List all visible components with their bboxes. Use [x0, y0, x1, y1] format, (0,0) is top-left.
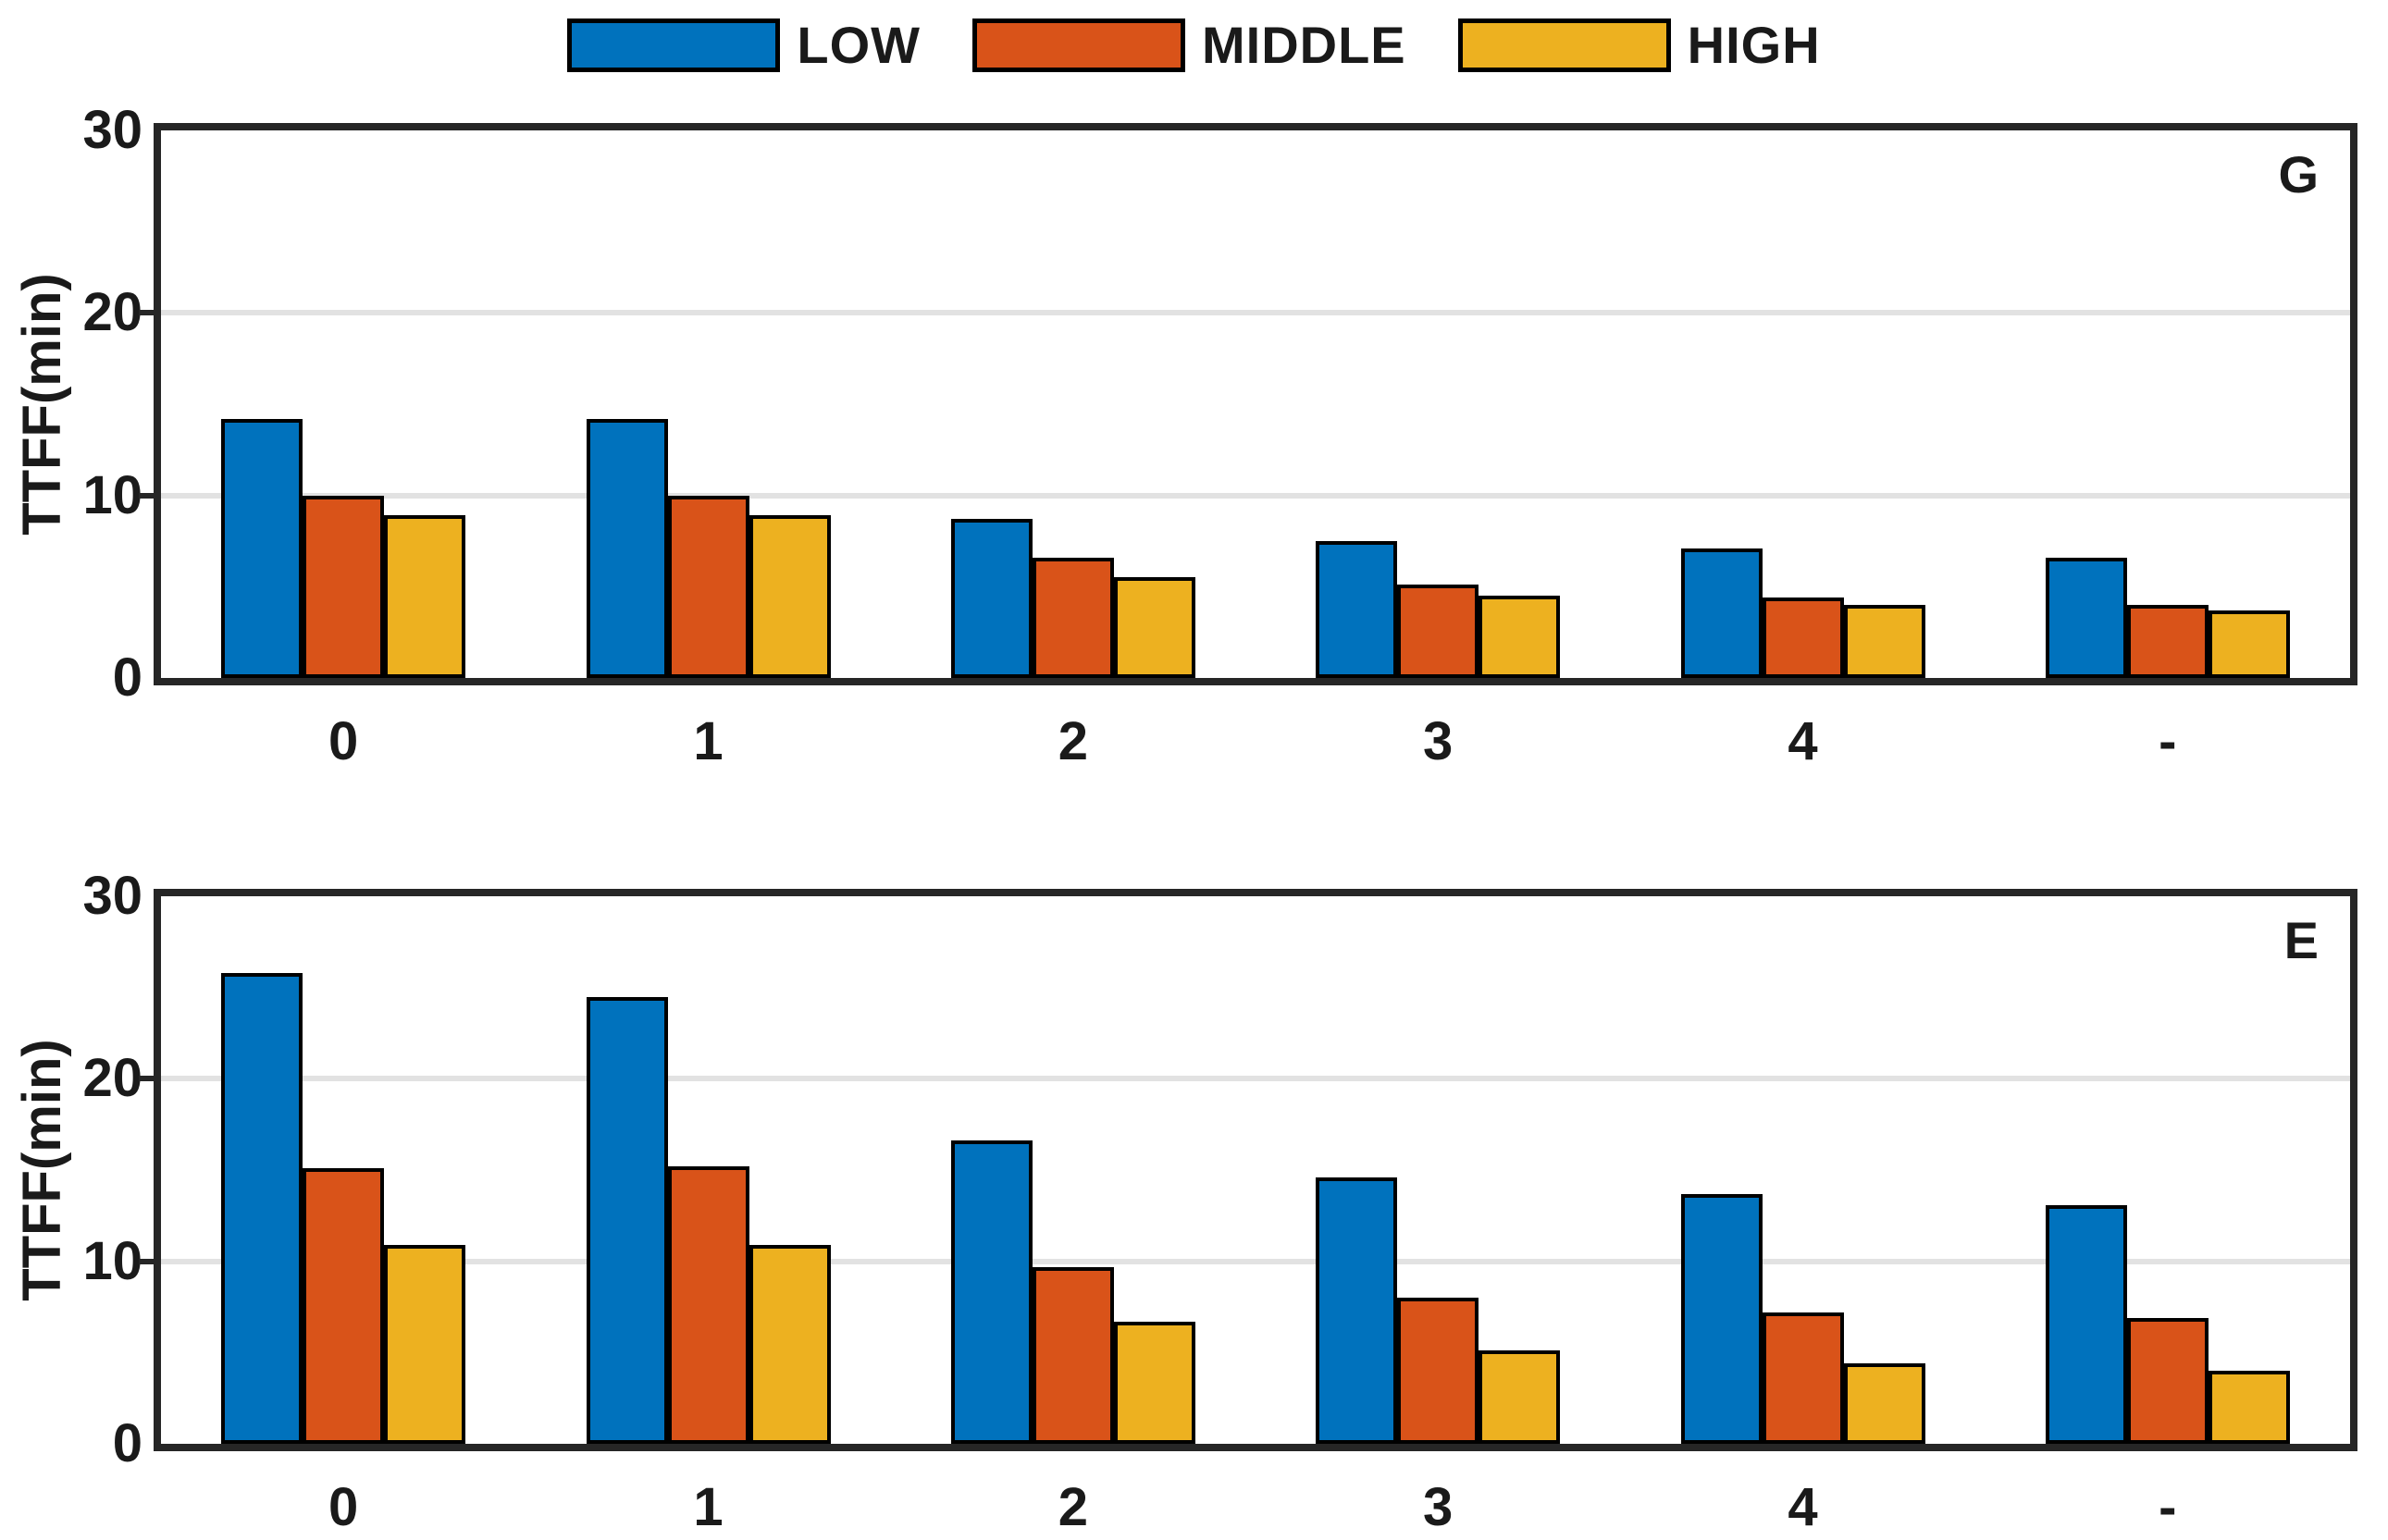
chart-panel-e: TTFF(min) E 0 10 20 30 0 1 2 3 4 - [12, 867, 2357, 1537]
legend-item-middle: MIDDLE [971, 16, 1406, 74]
bar-low-cat-3 [1316, 541, 1398, 678]
y-axis-label: TTFF(min) [12, 1039, 72, 1301]
bar-low-cat-4 [1680, 548, 1763, 678]
legend-swatch-high [1457, 18, 1671, 72]
x-tick-label-1: 1 [693, 1477, 724, 1537]
bar-low-cat-0 [221, 418, 303, 678]
y-tick-label-30: 30 [82, 100, 142, 160]
y-tick-label-30: 30 [82, 866, 142, 926]
y-tick-mark-10 [139, 492, 154, 499]
gridline-20 [161, 310, 2350, 316]
gridline-20 [161, 1076, 2350, 1082]
bar-high-cat-4 [1843, 605, 1925, 678]
x-tick-label--: - [2159, 1477, 2177, 1537]
bar-high-cat-1 [749, 515, 831, 678]
legend-label-high: HIGH [1687, 16, 1821, 74]
x-tick-label-3: 3 [1423, 1477, 1454, 1537]
y-tick-label-20: 20 [82, 282, 142, 343]
bar-middle-cat-1 [667, 1166, 749, 1444]
bar-middle-cat-4 [1762, 598, 1844, 678]
legend-label-middle: MIDDLE [1201, 16, 1406, 74]
plot-frame [154, 889, 2357, 1451]
legend-label-low: LOW [797, 16, 921, 74]
bar-high-cat-3 [1479, 596, 1561, 678]
legend-item-low: LOW [567, 18, 921, 72]
y-tick-mark-20 [139, 310, 154, 316]
bar-middle-cat-1 [667, 495, 749, 678]
bar-middle-cat-2 [1032, 557, 1114, 678]
bar-middle-cat-0 [303, 495, 385, 678]
bar-middle-cat-3 [1397, 1298, 1479, 1444]
bar-middle-cat-- [2126, 1317, 2209, 1444]
bar-low-cat-2 [950, 519, 1033, 678]
x-tick-label-1: 1 [693, 711, 724, 771]
x-tick-label-2: 2 [1058, 711, 1088, 771]
bar-low-cat-3 [1316, 1177, 1398, 1444]
bar-middle-cat-2 [1032, 1266, 1114, 1444]
x-tick-label--: - [2159, 711, 2177, 771]
bar-middle-cat-4 [1762, 1312, 1844, 1444]
gridline-10 [161, 1258, 2350, 1264]
y-tick-mark-10 [139, 1258, 154, 1264]
plot-frame [154, 123, 2357, 685]
y-tick-label-10: 10 [82, 464, 142, 525]
y-tick-mark-20 [139, 1076, 154, 1082]
y-tick-label-0: 0 [112, 647, 142, 708]
y-tick-label-0: 0 [112, 1413, 142, 1473]
y-axis-label: TTFF(min) [12, 273, 72, 536]
panel-letter: G [2278, 145, 2319, 203]
legend-swatch-middle [971, 18, 1185, 72]
bar-high-cat-3 [1479, 1350, 1561, 1444]
bar-low-cat-1 [586, 418, 668, 678]
bar-high-cat-0 [384, 515, 466, 678]
bar-high-cat-2 [1113, 577, 1195, 678]
bar-low-cat-- [2045, 557, 2127, 678]
x-tick-label-4: 4 [1788, 711, 1818, 771]
bar-high-cat-- [2208, 610, 2290, 678]
bar-middle-cat-0 [303, 1168, 385, 1444]
gridline-10 [161, 492, 2350, 499]
bar-high-cat-1 [749, 1244, 831, 1444]
y-tick-label-20: 20 [82, 1048, 142, 1109]
legend-item-high: HIGH [1457, 16, 1821, 74]
bar-low-cat-0 [221, 972, 303, 1444]
x-tick-label-3: 3 [1423, 711, 1454, 771]
legend-swatch-low [567, 18, 781, 72]
legend: LOW MIDDLE HIGH [0, 13, 2388, 78]
x-tick-label-4: 4 [1788, 1477, 1818, 1537]
plot-area: 0 10 20 30 0 1 2 3 4 - [82, 101, 2350, 771]
bar-low-cat-- [2045, 1204, 2127, 1444]
bar-high-cat-- [2208, 1371, 2290, 1444]
x-tick-label-2: 2 [1058, 1477, 1088, 1537]
plot-area: 0 10 20 30 0 1 2 3 4 - [82, 867, 2350, 1537]
bar-low-cat-1 [586, 996, 668, 1444]
chart-panel-g: TTFF(min) G 0 10 20 30 0 1 2 3 4 - [12, 101, 2357, 771]
bar-high-cat-2 [1113, 1321, 1195, 1444]
bar-middle-cat-- [2126, 605, 2209, 678]
y-tick-label-10: 10 [82, 1230, 142, 1291]
bar-high-cat-0 [384, 1244, 466, 1444]
panel-letter: E [2283, 911, 2319, 969]
bar-low-cat-2 [950, 1140, 1033, 1444]
x-tick-label-0: 0 [328, 1477, 359, 1537]
bar-high-cat-4 [1843, 1363, 1925, 1444]
bar-middle-cat-3 [1397, 585, 1479, 678]
x-tick-label-0: 0 [328, 711, 359, 771]
bar-low-cat-4 [1680, 1193, 1763, 1444]
